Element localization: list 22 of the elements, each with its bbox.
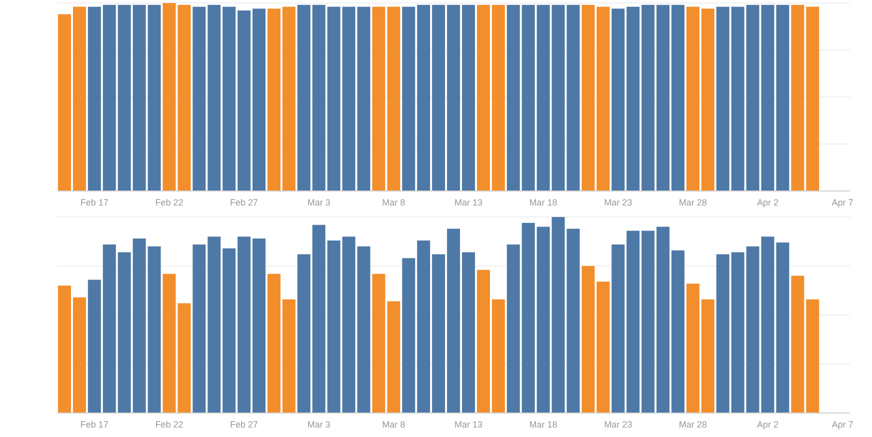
x-tick-label: Apr 2 <box>756 197 778 208</box>
x-tick-label: Feb 17 <box>80 419 108 430</box>
x-tick-label: Apr 2 <box>756 419 778 430</box>
x-tick-label: Mar 28 <box>678 419 707 430</box>
x-tick-label: Mar 13 <box>454 197 482 208</box>
x-tick-label: Feb 17 <box>80 197 108 208</box>
x-tick-label: Feb 22 <box>155 197 184 208</box>
x-tick-label: Mar 18 <box>529 419 558 430</box>
x-tick-label: Apr 7 <box>832 419 854 430</box>
x-tick-label: Mar 3 <box>307 419 330 430</box>
x-tick-label: Mar 8 <box>382 197 406 208</box>
x-tick-label: Feb 27 <box>230 197 258 208</box>
x-tick-label: Mar 23 <box>604 197 632 208</box>
x-tick-label: Apr 7 <box>832 197 854 208</box>
x-tick-label: Mar 28 <box>678 197 707 208</box>
x-tick-label: Feb 22 <box>155 419 184 430</box>
x-tick-label: Mar 13 <box>454 419 482 430</box>
x-tick-label: Mar 18 <box>529 197 558 208</box>
x-tick-label: Mar 8 <box>382 419 406 430</box>
x-tick-label: Mar 3 <box>307 197 330 208</box>
x-tick-label: Mar 23 <box>604 419 632 430</box>
x-tick-label: Feb 27 <box>230 419 258 430</box>
